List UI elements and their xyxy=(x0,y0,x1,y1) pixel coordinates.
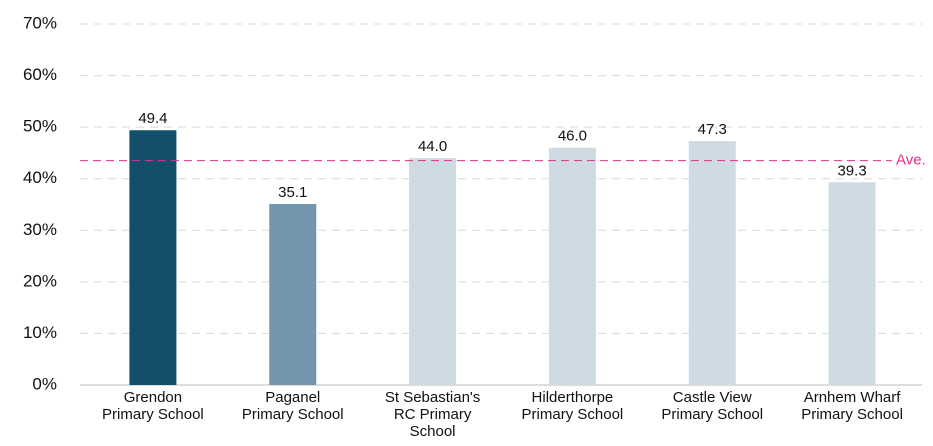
data-label: 44.0 xyxy=(418,138,447,155)
y-tick-label: 20% xyxy=(23,271,57,290)
x-tick-label: Arnhem Wharf Primary School xyxy=(801,389,903,423)
y-tick-label: 10% xyxy=(23,323,57,342)
average-label: Ave. xyxy=(896,152,926,169)
data-label: 47.3 xyxy=(698,121,727,138)
x-tick-label: Castle View Primary School xyxy=(661,389,764,423)
y-tick-label: 70% xyxy=(23,13,57,32)
x-tick-label: St Sebastian's RC Primary School xyxy=(384,389,481,440)
x-tick-label: Hilderthorpe Primary School xyxy=(521,389,624,423)
x-tick-label: Paganel Primary School xyxy=(241,389,344,423)
y-tick-label: 50% xyxy=(23,117,57,136)
data-label: 49.4 xyxy=(138,110,167,127)
y-tick-label: 0% xyxy=(32,374,57,393)
y-tick-label: 60% xyxy=(23,65,57,84)
y-tick-label: 30% xyxy=(23,220,57,239)
bar xyxy=(129,130,177,385)
bar xyxy=(688,141,736,385)
y-tick-label: 40% xyxy=(23,168,57,187)
data-label: 46.0 xyxy=(558,128,587,145)
bar xyxy=(828,182,876,385)
bar xyxy=(409,158,457,385)
bar xyxy=(269,203,317,385)
bar xyxy=(548,147,596,385)
data-label: 35.1 xyxy=(278,184,307,201)
x-tick-label: Grendon Primary School xyxy=(102,389,204,423)
data-label: 39.3 xyxy=(837,162,866,179)
